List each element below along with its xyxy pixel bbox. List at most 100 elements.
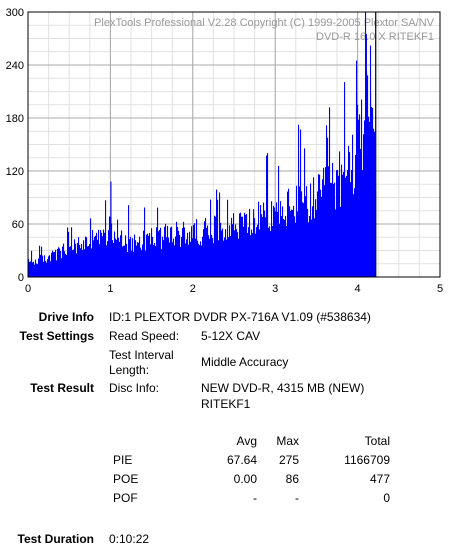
pie-bar	[252, 233, 254, 277]
pie-bar	[203, 229, 205, 277]
pie-bar	[269, 226, 271, 277]
pie-bar	[288, 188, 290, 277]
pie-bar	[145, 250, 147, 277]
pie-bar	[289, 206, 291, 277]
pie-bar	[365, 12, 367, 277]
pie-bar	[163, 240, 165, 277]
row-name-poe: POE	[113, 472, 139, 486]
pie-bar	[185, 243, 187, 277]
pie-bar	[347, 170, 349, 277]
pie-bar	[362, 170, 364, 277]
pie-bar	[113, 242, 115, 277]
pie-bar	[251, 229, 253, 277]
pie-bar	[332, 162, 334, 277]
row-max-poe: 86	[285, 472, 299, 486]
pie-bar	[246, 214, 248, 277]
pie-bar	[45, 260, 47, 277]
pie-bar	[220, 222, 222, 277]
pie-bar	[372, 107, 374, 278]
pie-bar	[153, 244, 155, 277]
pie-bar	[353, 194, 355, 277]
pie-bar	[354, 188, 356, 277]
pie-bar	[212, 238, 214, 277]
pie-bar	[170, 227, 172, 277]
drive-info-value: ID:1 PLEXTOR DVDR PX-716A V1.09 (#538634…	[109, 310, 371, 324]
pie-bar	[369, 45, 372, 277]
pie-bar	[147, 233, 149, 277]
pie-bar	[198, 243, 200, 277]
pie-bar	[371, 107, 373, 277]
pie-bar	[281, 216, 283, 277]
watermark-line1: PlexTools Professional V2.28 Copyright (…	[94, 17, 435, 29]
pie-bar	[35, 259, 37, 277]
pie-bar	[339, 151, 341, 277]
pie-bar	[275, 211, 277, 277]
pie-bar	[274, 207, 276, 277]
pie-bar	[223, 240, 225, 277]
pie-bar	[304, 148, 306, 277]
pie-bar	[84, 249, 86, 277]
pie-bar	[165, 223, 167, 277]
pie-bar	[282, 206, 284, 277]
pie-bar	[224, 237, 226, 277]
x-tick-label: 1	[107, 283, 113, 295]
disc-info-line2: RITEKF1	[201, 397, 251, 411]
pie-bar	[96, 232, 98, 277]
pie-bar	[76, 253, 78, 277]
pie-bar	[337, 170, 339, 277]
pie-bar	[310, 183, 312, 277]
y-tick-label: 300	[6, 7, 24, 19]
x-tick-label: 4	[355, 283, 361, 295]
pie-bar	[350, 182, 352, 277]
pie-bar	[335, 209, 337, 277]
pie-bar	[231, 217, 233, 277]
pie-bar	[176, 221, 178, 277]
pie-bar	[105, 200, 107, 277]
pie-bar	[322, 179, 324, 277]
pie-bar	[29, 262, 31, 277]
pie-bar	[204, 221, 206, 277]
pie-bar	[43, 261, 45, 277]
pie-bar	[329, 107, 331, 278]
header-max: Max	[276, 434, 299, 448]
pie-bar	[255, 233, 257, 277]
pie-bar	[157, 207, 159, 277]
x-tick-label: 5	[437, 283, 443, 295]
pie-bar	[85, 236, 87, 277]
pie-bar	[119, 241, 121, 277]
pie-bar	[172, 242, 174, 277]
test-settings-label: Test Settings	[19, 329, 94, 343]
pie-bar	[228, 237, 230, 277]
pie-bar	[87, 246, 89, 277]
pie-bar	[206, 227, 208, 277]
pie-bar	[46, 262, 48, 277]
pie-bar	[270, 231, 272, 277]
pie-bar	[305, 196, 307, 277]
pie-bar	[159, 229, 161, 277]
pie-bar	[99, 244, 101, 277]
pie-bar	[127, 252, 129, 277]
pie-bar	[66, 254, 68, 277]
pie-bar	[178, 230, 180, 277]
header-avg: Avg	[236, 434, 257, 448]
pie-bar	[214, 215, 216, 277]
pie-bar	[294, 216, 296, 277]
pie-bar	[351, 170, 353, 277]
pie-bar	[67, 227, 69, 277]
pie-bar	[316, 209, 318, 277]
pie-bar	[235, 224, 237, 277]
pie-bar	[97, 239, 99, 277]
read-speed-label: Read Speed:	[109, 329, 180, 343]
pie-bar	[150, 244, 152, 277]
pie-bar	[75, 243, 77, 277]
pie-bar	[374, 131, 376, 277]
pie-bar	[80, 248, 82, 277]
pie-bar	[38, 258, 40, 277]
pie-bar	[193, 224, 195, 277]
pie-bar	[50, 261, 52, 277]
pie-bar	[199, 245, 201, 277]
pie-bar	[202, 236, 204, 277]
pie-bar	[258, 201, 260, 277]
pie-bar	[49, 255, 51, 277]
pie-bar	[361, 99, 363, 278]
